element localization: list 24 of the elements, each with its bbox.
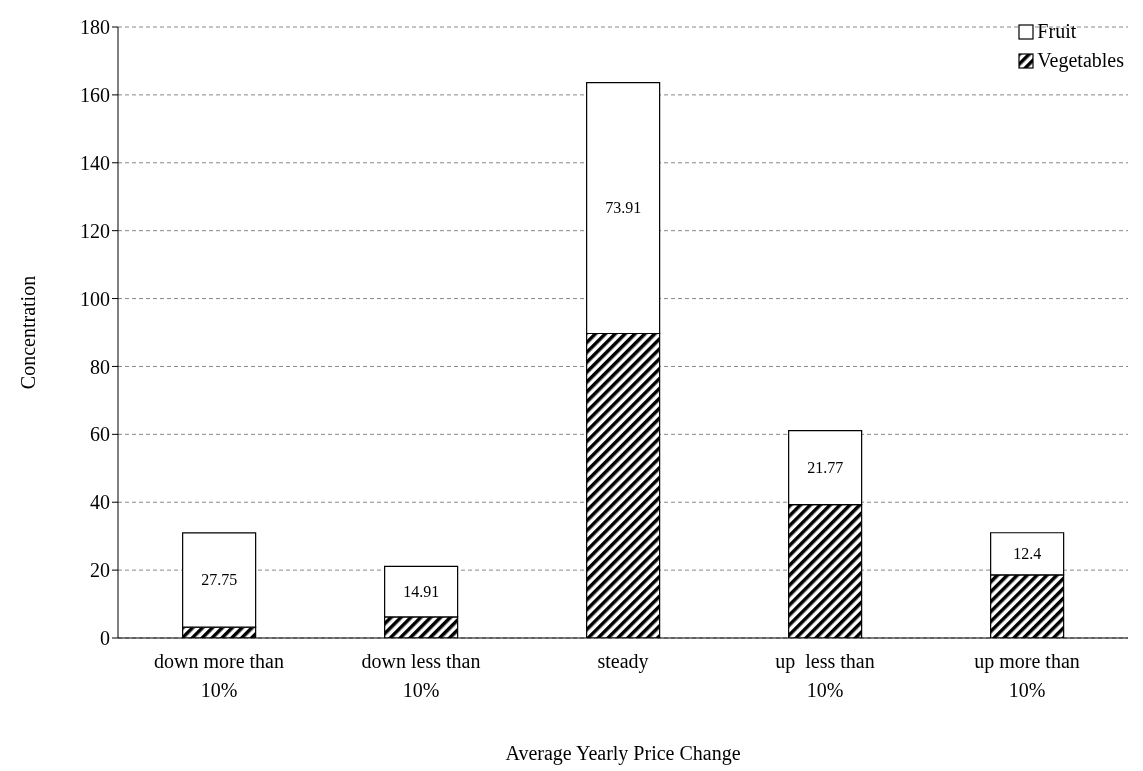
data-label: 27.75 <box>201 571 238 589</box>
y-tick-label: 0 <box>100 627 110 650</box>
x-tick-label: down less than 10% <box>361 650 481 701</box>
x-axis-title: Average Yearly Price Change <box>505 742 741 765</box>
data-label: 21.77 <box>807 458 844 476</box>
data-label: 12.4 <box>1013 544 1042 562</box>
x-tick-label: down more than 10% <box>154 650 284 701</box>
y-tick-label: 80 <box>90 355 110 378</box>
x-tick-label: up more than 10% <box>974 650 1080 701</box>
data-label: 14.91 <box>403 582 440 600</box>
x-tick-label: steady <box>597 650 649 673</box>
y-tick-label: 100 <box>80 287 110 310</box>
legend-label: Vegetables <box>1037 49 1124 72</box>
data-label: 73.91 <box>605 199 642 217</box>
y-tick-label: 120 <box>80 219 110 242</box>
x-tick-label: up less than 10% <box>775 650 875 701</box>
legend-label: Fruit <box>1037 20 1077 43</box>
y-tick-label: 60 <box>90 423 110 446</box>
y-tick-label: 40 <box>90 491 110 514</box>
y-tick-label: 20 <box>90 559 110 582</box>
y-tick-label: 180 <box>80 16 110 39</box>
y-tick-label: 160 <box>80 83 110 106</box>
y-axis-title: Concentration <box>17 275 40 390</box>
y-tick-label: 140 <box>80 151 110 174</box>
